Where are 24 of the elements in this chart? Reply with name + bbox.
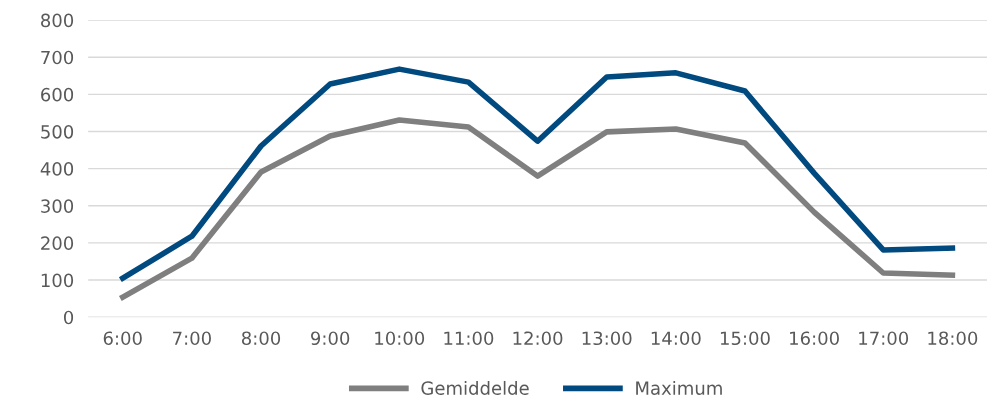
- x-tick-label: 16:00: [790, 331, 839, 346]
- y-tick-label: 100: [41, 273, 74, 288]
- x-tick-label: 11:00: [444, 331, 494, 346]
- x-tick-label: 8:00: [241, 331, 281, 346]
- x-tick-label: 6:00: [103, 331, 142, 346]
- y-tick-label: 600: [41, 87, 74, 102]
- x-tick-label: 18:00: [928, 331, 978, 346]
- y-tick-label: 300: [41, 199, 74, 213]
- legend-label: Gemiddelde: [421, 380, 529, 395]
- y-tick-label: 800: [41, 13, 74, 28]
- x-tick-label: 17:00: [859, 331, 909, 346]
- legend-label: Maximum: [636, 380, 722, 395]
- y-tick-label: 700: [41, 50, 74, 65]
- x-tick-label: 13:00: [582, 331, 632, 346]
- y-tick-label: 400: [40, 162, 74, 176]
- y-tick-label: 500: [41, 124, 74, 139]
- y-tick-label: 200: [41, 236, 74, 251]
- x-tick-label: 7:00: [173, 331, 211, 346]
- x-tick-label: 10:00: [375, 331, 425, 346]
- x-tick-label: 9:00: [311, 331, 350, 346]
- x-tick-label: 15:00: [720, 331, 770, 346]
- y-tick-label: 0: [63, 310, 74, 325]
- x-tick-label: 12:00: [513, 331, 563, 346]
- x-tick-label: 14:00: [651, 331, 701, 346]
